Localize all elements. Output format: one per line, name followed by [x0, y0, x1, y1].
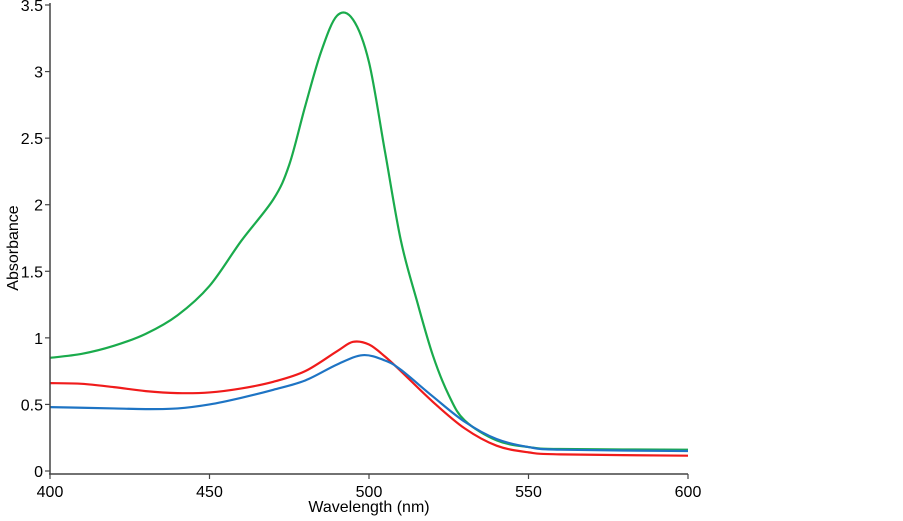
y-tick-label: 0 — [34, 464, 43, 481]
x-axis-label: Wavelength (nm) — [308, 499, 429, 516]
y-tick-label: 0.5 — [21, 397, 43, 414]
y-axis-label: Absorbance — [5, 205, 22, 290]
series-line-red — [49, 340, 689, 457]
y-tick-label: 3.5 — [21, 0, 43, 15]
y-tick-label: 2.5 — [21, 131, 43, 148]
series-line-blue — [49, 354, 689, 453]
x-tick-label: 450 — [196, 484, 223, 501]
x-tick-label: 600 — [675, 484, 702, 501]
y-tick-label: 1.5 — [21, 264, 43, 281]
x-tick-label: 550 — [515, 484, 542, 501]
series-line-green — [49, 11, 689, 451]
x-tick-label: 500 — [356, 484, 383, 501]
y-tick-label: 2 — [34, 198, 43, 215]
series-layer — [49, 11, 689, 457]
y-tick-label: 1 — [34, 331, 43, 348]
y-tick-label: 3 — [34, 65, 43, 82]
ticks-layer: 400 450 500 550 600 0 0.5 1 1.5 2 2.5 3 3.5 — [21, 0, 702, 501]
x-tick-label: 400 — [37, 484, 64, 501]
